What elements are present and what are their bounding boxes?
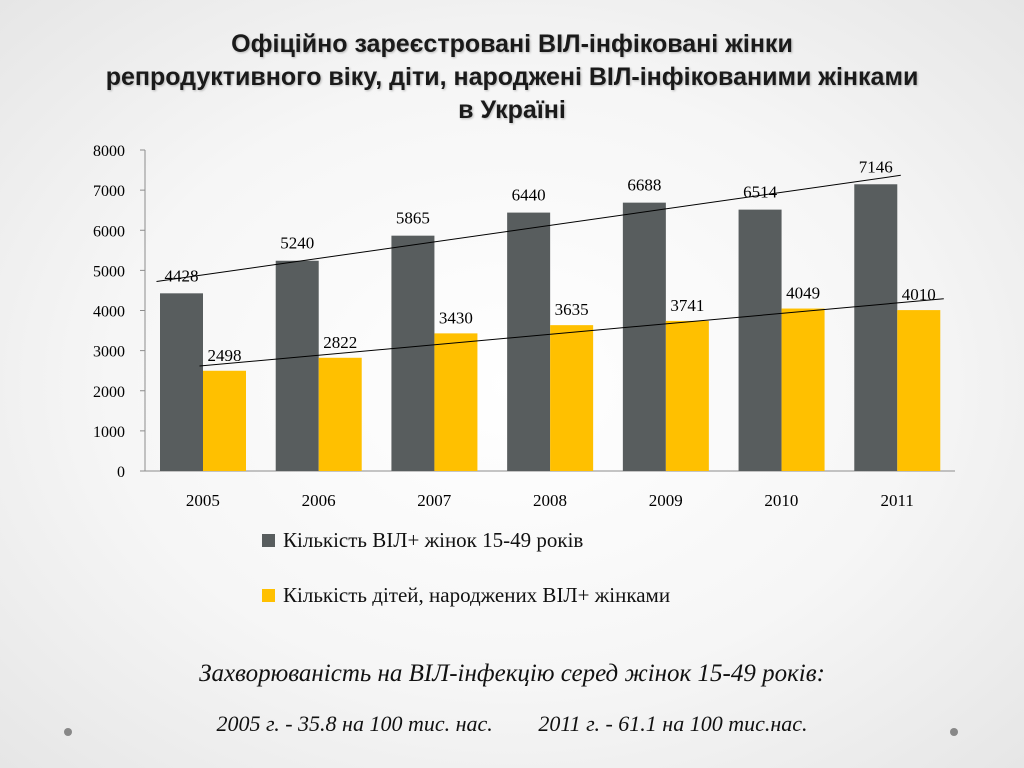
y-tick-label: 6000 [93, 223, 125, 240]
x-tick-label: 2009 [649, 491, 683, 510]
chart-title: Офіційно зареєстровані ВІЛ-інфіковані жі… [0, 28, 1024, 127]
incidence-note: Захворюваність на ВІЛ-інфекцію серед жін… [199, 660, 825, 687]
trendline-children [199, 298, 944, 367]
bar-chart: 0 1000 2000 3000 4000 5000 6000 7000 8000 4428 249… [93, 143, 955, 510]
data-label-children: 4010 [902, 285, 936, 304]
data-label-women: 7146 [859, 157, 893, 176]
x-tick-label: 2008 [533, 491, 567, 510]
data-label-children: 3741 [670, 296, 704, 315]
legend-label-women: Кількість ВІЛ+ жінок 15-49 років [283, 528, 584, 552]
y-tick-label: 0 [117, 464, 125, 481]
title-line-1: Офіційно зареєстровані ВІЛ-інфіковані жі… [231, 30, 793, 58]
data-label-children: 2498 [208, 346, 242, 365]
bar-children [550, 325, 594, 471]
data-label-children: 2822 [323, 333, 357, 352]
x-tick-label: 2007 [417, 491, 452, 510]
data-label-children: 3430 [439, 308, 473, 327]
data-label-women: 6688 [627, 176, 661, 195]
data-label-children: 3635 [555, 300, 589, 319]
bar-women [507, 212, 551, 471]
legend-swatch-children [262, 589, 275, 602]
data-label-women: 6514 [743, 183, 778, 202]
data-label-women: 4428 [165, 266, 199, 285]
data-label-women: 6440 [512, 186, 546, 205]
incidence-2005: 2005 г. - 35.8 на 100 тис. нас. [216, 711, 493, 736]
legend-item-children: Кількість дітей, народжених ВІЛ+ жінками [262, 583, 670, 608]
y-tick-label: 1000 [93, 424, 125, 441]
y-tick-label: 7000 [93, 183, 125, 200]
bar-women [391, 235, 435, 471]
y-tick-label: 4000 [93, 304, 125, 321]
decorative-dot-right [950, 728, 958, 736]
data-label-children: 4049 [786, 284, 820, 303]
bar-children [203, 370, 246, 471]
x-tick-label: 2010 [764, 491, 798, 510]
data-label-women: 5865 [396, 209, 430, 228]
x-tick-label: 2005 [186, 491, 220, 510]
bar-women [275, 260, 319, 471]
title-line-3: в Україні [458, 96, 566, 124]
y-tick-label: 3000 [93, 344, 125, 361]
bar-women [160, 293, 203, 471]
legend-item-women: Кількість ВІЛ+ жінок 15-49 років [262, 528, 583, 553]
bar-children [434, 333, 478, 471]
trendline-women [156, 174, 901, 283]
incidence-2011: 2011 г. - 61.1 на 100 тис.нас. [538, 711, 808, 736]
title-line-2: репродуктивного віку, діти, народжені ВІ… [105, 63, 919, 91]
legend-label-children: Кількість дітей, народжених ВІЛ+ жінками [283, 583, 671, 607]
bar-children [318, 357, 362, 471]
legend-swatch-women [262, 534, 275, 547]
y-tick-label: 2000 [93, 384, 125, 401]
x-tick-label: 2006 [302, 491, 336, 510]
y-tick-label: 5000 [93, 263, 125, 280]
y-tick-label: 8000 [93, 143, 125, 160]
decorative-dot-left [64, 728, 72, 736]
bar-women [854, 184, 898, 471]
incidence-values: 2005 г. - 35.8 на 100 тис. нас. 2011 г. … [0, 711, 1024, 737]
bar-women [738, 209, 782, 472]
bar-women [622, 202, 666, 472]
bar-children [897, 310, 941, 471]
data-label-women: 5240 [280, 234, 314, 253]
bar-children [665, 320, 709, 471]
bar-children [781, 308, 825, 471]
x-tick-label: 2011 [880, 491, 913, 510]
